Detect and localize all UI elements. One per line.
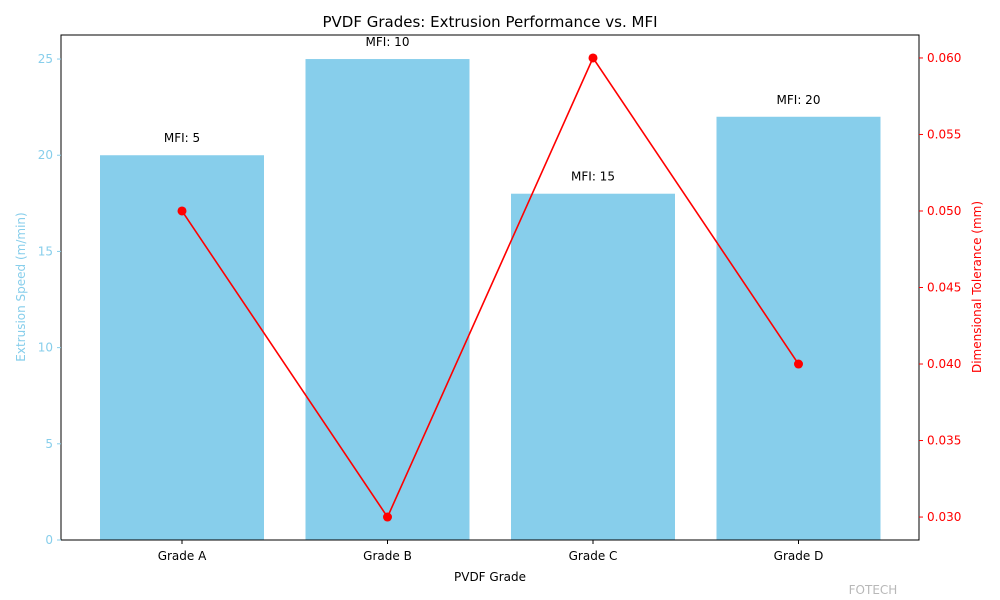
bars xyxy=(100,59,881,541)
x-tick-label-1: Grade A xyxy=(158,549,207,563)
bar-4 xyxy=(716,116,881,540)
bar-annotation-3: MFI: 15 xyxy=(571,170,615,184)
chart-title: PVDF Grades: Extrusion Performance vs. M… xyxy=(322,13,657,31)
y-axis-right: 0.030 0.035 0.040 0.045 0.050 0.055 0.060 xyxy=(919,51,961,524)
tolerance-point-2 xyxy=(383,512,392,522)
y-right-tick-label-7: 0.060 xyxy=(927,51,961,65)
bar-annotations: MFI: 5 MFI: 10 MFI: 15 MFI: 20 xyxy=(164,35,821,184)
x-axis-label: PVDF Grade xyxy=(454,570,526,584)
y-axis-left-label: Extrusion Speed (m/min) xyxy=(14,212,28,361)
y-right-tick-label-2: 0.035 xyxy=(927,434,961,448)
y-axis-right-label: Dimensional Tolerance (mm) xyxy=(970,201,984,373)
bar-annotation-4: MFI: 20 xyxy=(777,93,821,107)
y-left-tick-label-3: 10 xyxy=(38,341,53,355)
x-tick-label-3: Grade C xyxy=(569,549,618,563)
x-tick-label-4: Grade D xyxy=(774,549,824,563)
y-right-tick-label-6: 0.055 xyxy=(927,127,961,141)
y-left-tick-label-2: 5 xyxy=(45,437,53,451)
y-left-tick-label-4: 15 xyxy=(38,244,53,258)
tolerance-point-3 xyxy=(588,53,598,63)
tolerance-line xyxy=(181,56,800,519)
y-right-tick-label-4: 0.045 xyxy=(927,281,961,295)
bar-1 xyxy=(100,155,264,540)
x-tick-label-2: Grade B xyxy=(363,549,412,563)
watermark: FOTECH xyxy=(849,583,898,597)
y-right-tick-label-1: 0.030 xyxy=(927,510,961,524)
bar-annotation-2: MFI: 10 xyxy=(366,35,410,49)
bar-3 xyxy=(511,193,675,540)
tolerance-point-4 xyxy=(794,359,803,369)
y-right-tick-label-5: 0.050 xyxy=(927,204,961,218)
x-axis: Grade A Grade B Grade C Grade D xyxy=(158,540,824,563)
bar-2 xyxy=(305,59,470,541)
y-right-tick-label-3: 0.040 xyxy=(927,357,961,371)
bar-annotation-1: MFI: 5 xyxy=(164,131,200,145)
y-left-tick-label-6: 25 xyxy=(38,52,53,66)
tolerance-line-series xyxy=(177,53,803,522)
y-left-tick-label-1: 0 xyxy=(45,533,53,547)
y-axis-left: 0 5 10 15 20 25 xyxy=(38,52,61,547)
tolerance-point-1 xyxy=(177,206,187,216)
y-left-tick-label-5: 20 xyxy=(38,148,53,162)
